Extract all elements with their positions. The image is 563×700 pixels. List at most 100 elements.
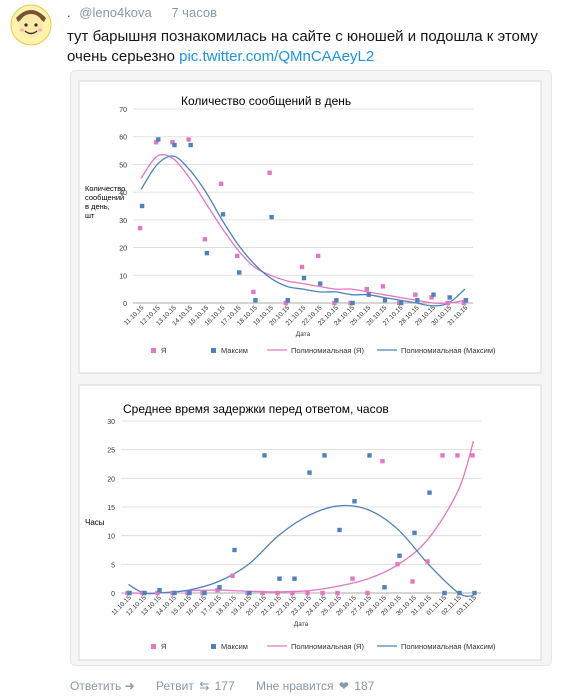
chart-panel <box>78 384 542 661</box>
data-point-maxim <box>352 499 357 504</box>
like-label: Мне нравится <box>256 679 334 694</box>
y-tick-label: 30 <box>107 419 115 426</box>
data-point-maxim <box>269 214 274 220</box>
data-point-maxim <box>172 142 177 148</box>
y-tick-label: 25 <box>107 448 115 455</box>
data-point-maxim <box>220 212 226 217</box>
data-point-ya <box>275 590 280 596</box>
data-point-maxim <box>277 576 282 581</box>
data-point-maxim <box>139 203 145 209</box>
data-point-maxim <box>262 453 267 458</box>
y-tick-label: 0 <box>111 591 115 598</box>
y-tick-label: 40 <box>119 190 127 197</box>
data-point-ya <box>410 579 415 584</box>
chart-panel <box>78 80 542 374</box>
legend-trend-maxim: Полиномиальная (Максим) <box>401 642 496 651</box>
chart-1: 01020304050607011.10.1512.10.1513.10.151… <box>78 80 542 374</box>
data-point-ya <box>155 590 160 596</box>
data-point-maxim <box>292 576 297 581</box>
retweet-label: Ретвит <box>156 679 194 694</box>
data-point-ya <box>260 590 265 596</box>
reply-label: Ответить <box>70 679 122 694</box>
like-button[interactable]: Мне нравится ❤ 187 <box>256 678 374 693</box>
data-point-maxim <box>285 298 291 303</box>
data-point-maxim <box>157 587 162 593</box>
data-point-maxim <box>431 292 436 297</box>
data-point-maxim <box>457 590 462 596</box>
data-point-maxim <box>367 453 372 458</box>
legend-marker-maxim <box>211 348 216 353</box>
data-point-maxim <box>187 590 192 596</box>
tweet-text-body: тут барышня познакомилась на сайте с юно… <box>67 28 538 65</box>
chart-2: 05101520253011.10.1512.10.1513.10.1514.1… <box>78 384 542 661</box>
y-tick-label: 10 <box>119 273 127 280</box>
data-point-ya <box>154 140 159 145</box>
data-point-ya <box>350 576 355 581</box>
data-point-ya <box>335 590 340 596</box>
tweet-media-link[interactable]: pic.twitter.com/QMnCAAeyL2 <box>179 48 375 65</box>
data-point-ya <box>332 300 337 306</box>
data-point-maxim <box>317 281 323 286</box>
y-axis-label: Количество сообщений в день, шт <box>85 184 125 220</box>
like-count: 187 <box>354 679 375 694</box>
reply-arrow-icon: ➜ <box>124 679 135 694</box>
legend-marker-maxim <box>211 644 216 649</box>
data-point-maxim <box>202 590 207 596</box>
data-point-maxim <box>382 585 387 590</box>
y-tick-label: 30 <box>119 218 127 225</box>
data-point-maxim <box>397 553 402 558</box>
data-point-maxim <box>247 590 252 596</box>
data-point-maxim <box>334 298 339 303</box>
data-point-ya <box>429 295 434 300</box>
data-point-ya <box>380 458 385 464</box>
data-point-ya <box>299 264 305 270</box>
legend-label-ya: Я <box>161 346 166 355</box>
tweet-header: . @leno4kova 7 часов <box>67 5 217 20</box>
retweet-button[interactable]: Ретвит ⇆ 177 <box>156 678 235 693</box>
data-point-maxim <box>472 590 477 596</box>
y-tick-label: 0 <box>123 301 127 308</box>
data-point-ya <box>215 587 220 593</box>
data-point-ya <box>283 300 289 306</box>
legend-label-maxim: Максим <box>221 642 248 651</box>
data-point-maxim <box>307 470 312 475</box>
data-point-maxim <box>156 137 161 142</box>
data-point-maxim <box>415 298 420 303</box>
y-tick-label: 10 <box>107 534 115 541</box>
legend-label-maxim: Максим <box>221 346 248 355</box>
data-point-ya <box>413 292 418 297</box>
data-point-ya <box>230 573 235 578</box>
tweet-actions: Ответить ➜ Ретвит ⇆ 177 Мне нравится ❤ 1… <box>70 678 392 693</box>
data-point-ya <box>455 453 460 458</box>
data-point-ya <box>470 453 475 458</box>
avatar[interactable] <box>10 4 52 46</box>
data-point-ya <box>320 590 325 596</box>
chart-title: Среднее время задержки перед ответом, ча… <box>123 402 389 416</box>
tweet-timestamp[interactable]: 7 часов <box>171 5 217 20</box>
legend-label-ya: Я <box>161 642 166 651</box>
display-name[interactable]: . <box>67 5 71 20</box>
data-point-ya <box>186 137 191 142</box>
data-point-maxim <box>237 270 242 275</box>
data-point-maxim <box>366 292 371 297</box>
user-handle[interactable]: @leno4kova <box>79 5 152 20</box>
data-point-maxim <box>172 590 177 596</box>
reply-button[interactable]: Ответить ➜ <box>70 678 135 693</box>
y-tick-label: 5 <box>111 562 115 569</box>
tweet-media-image[interactable]: 0 10 20 30 40 50 60 70 11.10.15 12.10.15 13.10.15 1… <box>70 70 552 666</box>
data-point-maxim <box>337 527 342 533</box>
data-point-maxim <box>412 530 417 535</box>
y-tick-label: 60 <box>119 135 127 142</box>
data-point-maxim <box>301 275 307 281</box>
data-point-ya <box>251 289 256 295</box>
data-point-ya <box>425 559 430 564</box>
heart-icon: ❤ <box>338 679 349 694</box>
y-tick-label: 20 <box>107 476 115 483</box>
data-point-maxim <box>127 590 132 596</box>
legend-trend-ya: Полиномиальная (Я) <box>291 346 364 355</box>
data-point-maxim <box>427 490 432 495</box>
data-point-maxim <box>188 142 193 148</box>
y-axis-label: Часы <box>85 518 105 527</box>
retweet-count: 177 <box>214 679 235 694</box>
legend-trend-ya: Полиномиальная (Я) <box>291 642 364 651</box>
